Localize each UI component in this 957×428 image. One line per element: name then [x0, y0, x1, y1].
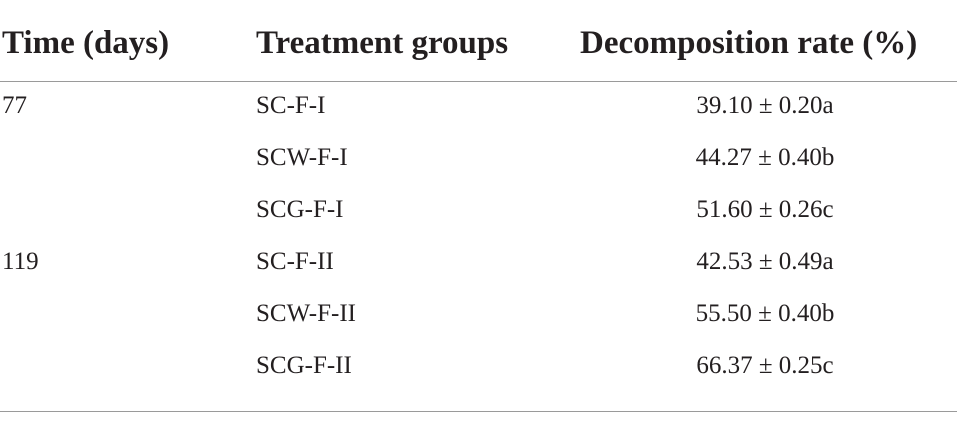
cell-rate: 66.37 ± 0.25c: [696, 352, 834, 379]
table-row: 119 SC-F-II 42.53 ± 0.49a: [0, 242, 957, 282]
table-row: SCW-F-I 44.27 ± 0.40b: [0, 138, 957, 178]
header-divider: [0, 81, 957, 82]
cell-group: SC-F-II: [256, 248, 334, 275]
cell-group: SCG-F-I: [256, 196, 344, 223]
cell-time: 119: [2, 248, 39, 275]
header-decomposition-rate: Decomposition rate (%): [580, 25, 918, 61]
table-row: SCG-F-II 66.37 ± 0.25c: [0, 346, 957, 386]
cell-group: SCW-F-I: [256, 144, 348, 171]
header-treatment-groups: Treatment groups: [256, 25, 509, 61]
table-row: SCG-F-I 51.60 ± 0.26c: [0, 190, 957, 230]
header-time: Time (days): [2, 25, 170, 61]
cell-rate: 51.60 ± 0.26c: [696, 196, 834, 223]
table-row: 77 SC-F-I 39.10 ± 0.20a: [0, 86, 957, 126]
cell-rate: 39.10 ± 0.20a: [696, 92, 834, 119]
cell-group: SCW-F-II: [256, 300, 356, 327]
cell-time: 77: [2, 92, 27, 119]
cell-rate: 44.27 ± 0.40b: [695, 144, 835, 171]
cell-rate: 42.53 ± 0.49a: [696, 248, 834, 275]
cell-group: SCG-F-II: [256, 352, 352, 379]
cell-rate: 55.50 ± 0.40b: [695, 300, 835, 327]
table-header: Time (days) Treatment groups Decompositi…: [0, 18, 957, 68]
table-row: SCW-F-II 55.50 ± 0.40b: [0, 294, 957, 334]
table-bottom-rule: [0, 411, 957, 412]
cell-group: SC-F-I: [256, 92, 326, 119]
